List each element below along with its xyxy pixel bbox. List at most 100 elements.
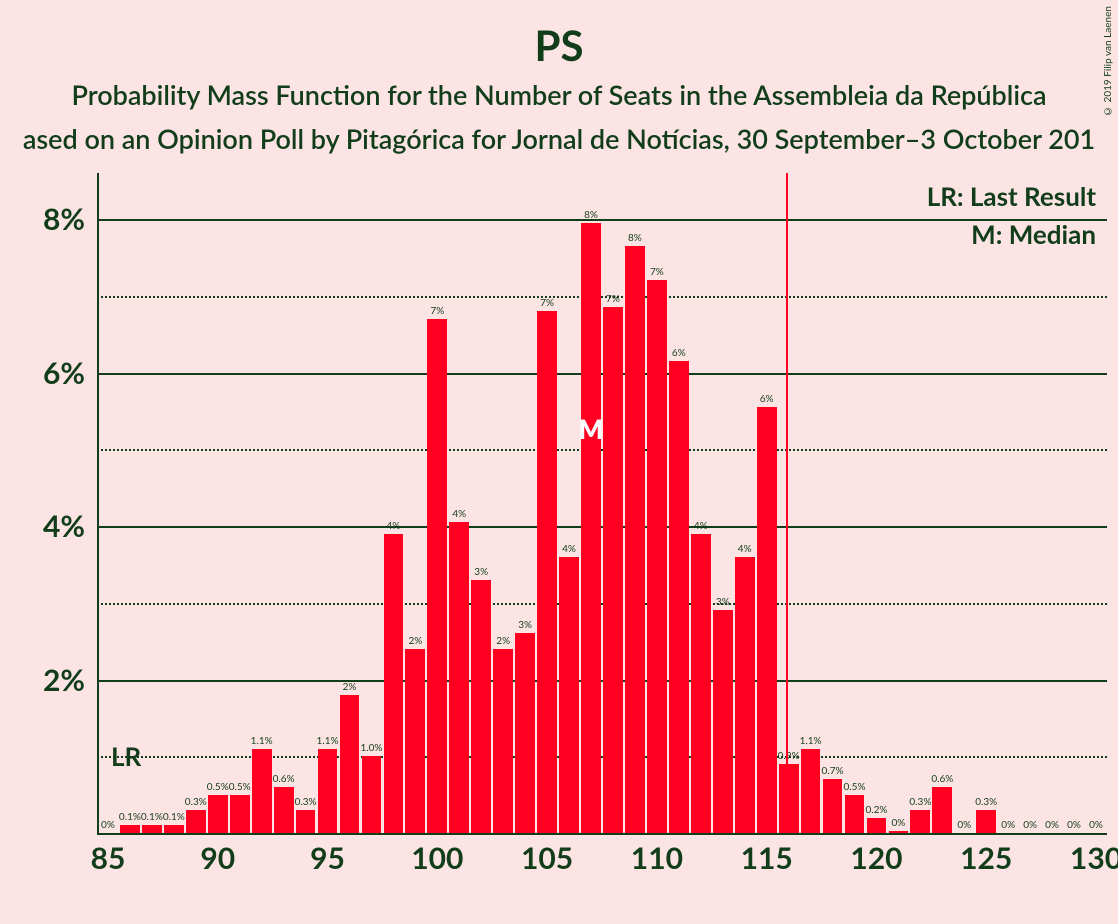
bar-value-label: 7%: [606, 293, 620, 305]
x-tick-label: 125: [960, 840, 1012, 876]
lr-marker: LR: [111, 740, 141, 772]
bar: 3%: [713, 610, 733, 833]
bar: 7%: [647, 280, 667, 833]
bar: 0.3%: [910, 810, 930, 833]
bar-value-label: 0%: [957, 819, 971, 831]
bar-value-label: 0%: [101, 819, 115, 831]
bar-value-label: 0.7%: [822, 765, 844, 777]
bar-value-label: 4%: [452, 508, 466, 520]
y-tick-label: 8%: [43, 201, 85, 237]
y-tick-label: 6%: [43, 355, 85, 391]
bar-value-label: 0%: [1023, 819, 1037, 831]
bar-value-label: 7%: [650, 266, 664, 278]
bar: 4%: [384, 534, 404, 833]
bar-value-label: 8%: [628, 232, 642, 244]
x-tick-label: 90: [200, 840, 235, 876]
bar-value-label: 0.1%: [163, 811, 185, 823]
bar-value-label: 1.1%: [251, 735, 273, 747]
bar-value-label: 7%: [540, 297, 554, 309]
bar-value-label: 4%: [694, 520, 708, 532]
bar-value-label: 3%: [518, 619, 532, 631]
bar: 7%: [427, 319, 447, 833]
bar: 0.1%: [142, 825, 162, 833]
median-marker: M: [579, 413, 604, 445]
bar-value-label: 0.3%: [909, 796, 931, 808]
chart-subtitle-1: Probability Mass Function for the Number…: [0, 78, 1118, 111]
bar-value-label: 0%: [1045, 819, 1059, 831]
bar-value-label: 4%: [738, 543, 752, 555]
bar: 4%: [449, 522, 469, 833]
bar-value-label: 4%: [562, 543, 576, 555]
bar: 7%: [603, 307, 623, 833]
bar: 3%: [471, 580, 491, 833]
bar: 3%: [515, 633, 535, 833]
bar-value-label: 0.5%: [229, 781, 251, 793]
bar: 1.0%: [362, 756, 382, 833]
bar: 0.6%: [932, 787, 952, 833]
bar: 0.6%: [274, 787, 294, 833]
chart-subtitle-2: ased on an Opinion Poll by Pitagórica fo…: [0, 122, 1118, 155]
bar: 4%: [691, 534, 711, 833]
bar-value-label: 0.3%: [185, 796, 207, 808]
bar: 4%: [559, 557, 579, 833]
x-tick-label: 110: [631, 840, 683, 876]
x-tick-label: 100: [411, 840, 463, 876]
bar: 1.1%: [801, 749, 821, 833]
bar: 0%: [889, 831, 909, 833]
x-tick-label: 95: [310, 840, 345, 876]
bar-value-label: 2%: [408, 635, 422, 647]
bar: 8%: [581, 223, 601, 833]
bar-value-label: 0.1%: [119, 811, 141, 823]
legend-last-result: LR: Last Result: [927, 180, 1096, 212]
bar-value-label: 3%: [716, 596, 730, 608]
bar: 0.7%: [823, 779, 843, 833]
bar: 0.3%: [296, 810, 316, 833]
bar: 2%: [493, 649, 513, 833]
bar-value-label: 3%: [474, 566, 488, 578]
x-tick-label: 130: [1070, 840, 1118, 876]
bar: 8%: [625, 246, 645, 833]
x-tick-label: 105: [521, 840, 573, 876]
x-tick-label: 120: [850, 840, 902, 876]
bar-value-label: 0.2%: [865, 804, 887, 816]
bar: 2%: [405, 649, 425, 833]
bar-value-label: 0.6%: [931, 773, 953, 785]
bar: 0.1%: [120, 825, 140, 833]
bar: 0.5%: [845, 795, 865, 833]
bar-value-label: 0.1%: [141, 811, 163, 823]
bar: 2%: [340, 695, 360, 833]
bar: 0.2%: [867, 818, 887, 833]
y-tick-label: 4%: [43, 508, 85, 544]
bar-value-label: 0%: [891, 817, 905, 829]
bar-value-label: 6%: [672, 347, 686, 359]
chart-title: PS: [0, 20, 1118, 70]
bar: 0.1%: [164, 825, 184, 833]
bar: 0.5%: [208, 795, 228, 833]
y-tick-label: 2%: [43, 662, 85, 698]
bar-value-label: 6%: [760, 393, 774, 405]
bars-group: 0%0.1%0.1%0.1%0.3%0.5%0.5%1.1%0.6%0.3%1.…: [97, 173, 1107, 833]
bar-value-label: 7%: [430, 305, 444, 317]
copyright-text: © 2019 Filip van Laenen: [1102, 6, 1114, 117]
bar-value-label: 0.6%: [273, 773, 295, 785]
bar: 0.5%: [230, 795, 250, 833]
bar-value-label: 0.5%: [843, 781, 865, 793]
legend-median: M: Median: [971, 218, 1096, 250]
x-tick-label: 85: [91, 840, 126, 876]
x-axis: [97, 833, 1107, 835]
bar-value-label: 1.0%: [360, 742, 382, 754]
bar-value-label: 0.9%: [778, 750, 800, 762]
bar: 7%: [537, 311, 557, 833]
bar: 6%: [757, 407, 777, 833]
bar-value-label: 0%: [1001, 819, 1015, 831]
bar-value-label: 4%: [386, 520, 400, 532]
bar: 0.9%: [779, 764, 799, 833]
bar-value-label: 2%: [343, 681, 357, 693]
bar: 6%: [669, 361, 689, 833]
bar-value-label: 0%: [1067, 819, 1081, 831]
bar-value-label: 2%: [496, 635, 510, 647]
bar-value-label: 8%: [584, 209, 598, 221]
bar-value-label: 0.3%: [295, 796, 317, 808]
bar: 0.3%: [976, 810, 996, 833]
bar-value-label: 0%: [1089, 819, 1103, 831]
